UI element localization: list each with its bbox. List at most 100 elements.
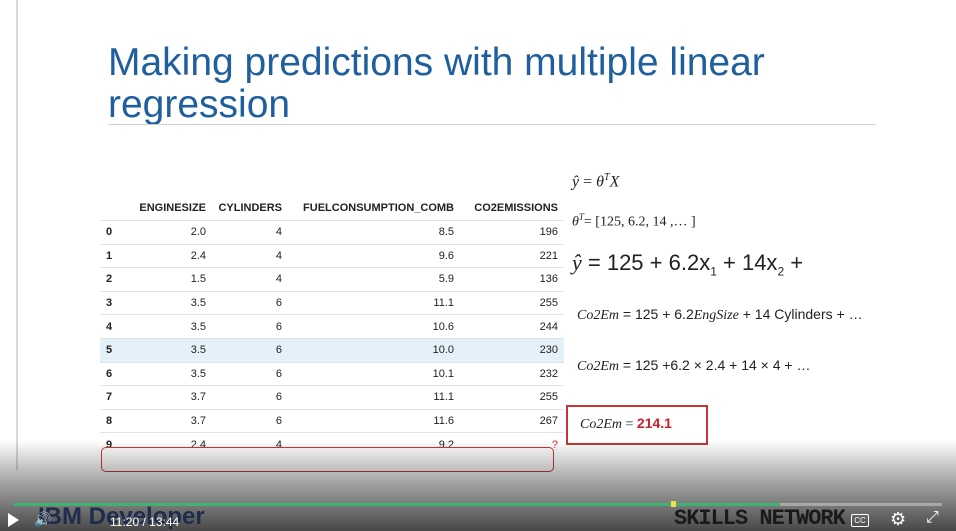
progress-played <box>14 503 780 506</box>
cell-fuelconsumption: 11.1 <box>288 290 460 315</box>
cell-cylinders: 6 <box>212 290 288 315</box>
cell-co2emissions: 221 <box>460 243 564 268</box>
header-index <box>100 196 128 221</box>
table-row: 1 2.4 4 9.6 221 <box>100 243 564 268</box>
cell-fuelconsumption: 10.0 <box>288 337 460 363</box>
cell-enginesize: 2.4 <box>128 243 212 268</box>
eq6-lhs: Co2Em <box>580 417 622 432</box>
play-icon[interactable] <box>8 513 19 527</box>
prediction-result: 214.1 <box>636 415 672 431</box>
cell-co2emissions: 244 <box>460 314 564 339</box>
cell-cylinders: 6 <box>212 385 288 410</box>
cell-cylinders: 6 <box>212 337 288 363</box>
cell-fuelconsumption: 8.5 <box>288 220 460 245</box>
cell-cylinders: 6 <box>212 408 288 433</box>
cell-co2emissions: 136 <box>460 267 564 292</box>
cell-fuelconsumption: 5.9 <box>288 267 460 292</box>
eq3-sub1: 1 <box>710 264 717 279</box>
cell-enginesize: 3.5 <box>128 314 212 339</box>
eq4-part-b: + 14 Cylinders + … <box>738 306 863 322</box>
cell-enginesize: 2.0 <box>128 220 212 245</box>
equation-theta-values: θT= [125, 6.2, 14 ,… ] <box>572 212 696 231</box>
header-cylinders: CYLINDERS <box>218 202 282 214</box>
eq3-part-a: = 125 + 6.2x <box>581 250 711 275</box>
row-index: 7 <box>100 385 128 410</box>
cell-co2emissions: 255 <box>460 385 564 410</box>
eq3-lhs: ŷ <box>572 250 582 275</box>
slide-left-border <box>16 0 18 470</box>
cell-fuelconsumption: 11.1 <box>288 385 460 410</box>
row-index: 1 <box>100 243 128 268</box>
table-row: 5 3.5 6 10.0 230 <box>100 337 564 363</box>
row-index: 6 <box>100 361 128 386</box>
row-index: 3 <box>100 290 128 315</box>
gear-icon[interactable]: ⚙ <box>890 509 907 529</box>
skills-network-logo: SKILLS NETWORK <box>674 506 846 531</box>
cell-co2emissions: 267 <box>460 408 564 433</box>
table-row: 2 1.5 4 5.9 136 <box>100 267 564 292</box>
progress-chapter-marker <box>671 501 676 507</box>
table-row: 7 3.7 6 11.1 255 <box>100 385 564 410</box>
cell-cylinders: 4 <box>212 267 288 292</box>
eq2-sup: T <box>578 212 584 222</box>
eq1-x: X <box>609 173 620 191</box>
fullscreen-icon[interactable]: ⤢ <box>926 509 939 526</box>
cell-cylinders: 4 <box>212 243 288 268</box>
row-index: 4 <box>100 314 128 339</box>
time-display: 11:20 / 13:44 <box>110 515 180 529</box>
equation-yhat-theta-x: ŷ = θTX <box>572 172 619 191</box>
eq6-equals: = <box>622 417 637 432</box>
eq1-sup: T <box>604 172 610 183</box>
eq3-part-b: + 14x <box>716 250 778 275</box>
ibm-developer-logo: IBM Developer <box>38 503 205 530</box>
eq4-lhs: Co2Em <box>577 308 619 323</box>
cell-co2emissions: 230 <box>460 337 564 363</box>
table-row: 4 3.5 6 10.6 244 <box>100 314 564 339</box>
cell-fuelconsumption: 10.6 <box>288 314 460 339</box>
eq3-part-c: + <box>784 250 804 275</box>
header-enginesize: ENGINESIZE <box>139 202 206 214</box>
cell-enginesize: 3.7 <box>128 385 212 410</box>
cell-fuelconsumption: 9.6 <box>288 243 460 268</box>
table-row: 8 3.7 6 11.6 267 <box>100 408 564 433</box>
cell-enginesize: 3.7 <box>128 408 212 433</box>
eq1-theta: θ <box>596 173 604 191</box>
row-index: 8 <box>100 408 128 433</box>
cell-cylinders: 6 <box>212 361 288 386</box>
eq1-lhs: ŷ <box>572 173 580 191</box>
equation-co2em-variables: Co2Em = 125 + 6.2EngSize + 14 Cylinders … <box>577 306 863 324</box>
cell-enginesize: 3.5 <box>128 361 212 386</box>
eq5-lhs: Co2Em <box>577 359 619 374</box>
cell-enginesize: 1.5 <box>128 267 212 292</box>
eq1-equals: = <box>579 173 597 191</box>
row-index: 2 <box>100 267 128 292</box>
table-header-row: ENGINESIZE CYLINDERS FUELCONSUMPTION_COM… <box>100 196 564 221</box>
eq4-part-a: = 125 + 6.2 <box>619 306 694 322</box>
cell-enginesize: 3.5 <box>128 290 212 315</box>
slide-title: Making predictions with multiple linear … <box>108 41 765 126</box>
title-divider <box>108 124 876 125</box>
cell-fuelconsumption: 11.6 <box>288 408 460 433</box>
table-row: 3 3.5 6 11.1 255 <box>100 290 564 315</box>
table-row: 6 3.5 6 10.1 232 <box>100 361 564 386</box>
eq5-part-a: = 125 +6.2 × 2.4 + 14 × 4 + … <box>619 357 811 373</box>
equation-yhat-expanded: ŷ = 125 + 6.2x1 + 14x2 + <box>572 250 803 278</box>
cell-enginesize: 3.5 <box>128 337 212 363</box>
cc-icon[interactable]: CC <box>851 514 869 527</box>
row-index: 5 <box>100 337 128 363</box>
eq4-var: EngSize <box>693 308 739 323</box>
volume-icon[interactable]: 🔊 <box>34 511 52 527</box>
cell-co2emissions: 232 <box>460 361 564 386</box>
row-index: 0 <box>100 220 128 245</box>
data-table: ENGINESIZE CYLINDERS FUELCONSUMPTION_COM… <box>100 196 564 456</box>
cell-cylinders: 6 <box>212 314 288 339</box>
equation-co2em-substituted: Co2Em = 125 +6.2 × 2.4 + 14 × 4 + … <box>577 357 810 375</box>
cell-co2emissions: 196 <box>460 220 564 245</box>
header-co2emissions: CO2EMISSIONS <box>474 202 558 214</box>
eq3-sub2: 2 <box>777 264 785 279</box>
cell-fuelconsumption: 10.1 <box>288 361 460 386</box>
eq2-theta: θ <box>572 214 579 230</box>
cell-cylinders: 4 <box>212 220 288 245</box>
cell-co2emissions: 255 <box>460 290 564 315</box>
